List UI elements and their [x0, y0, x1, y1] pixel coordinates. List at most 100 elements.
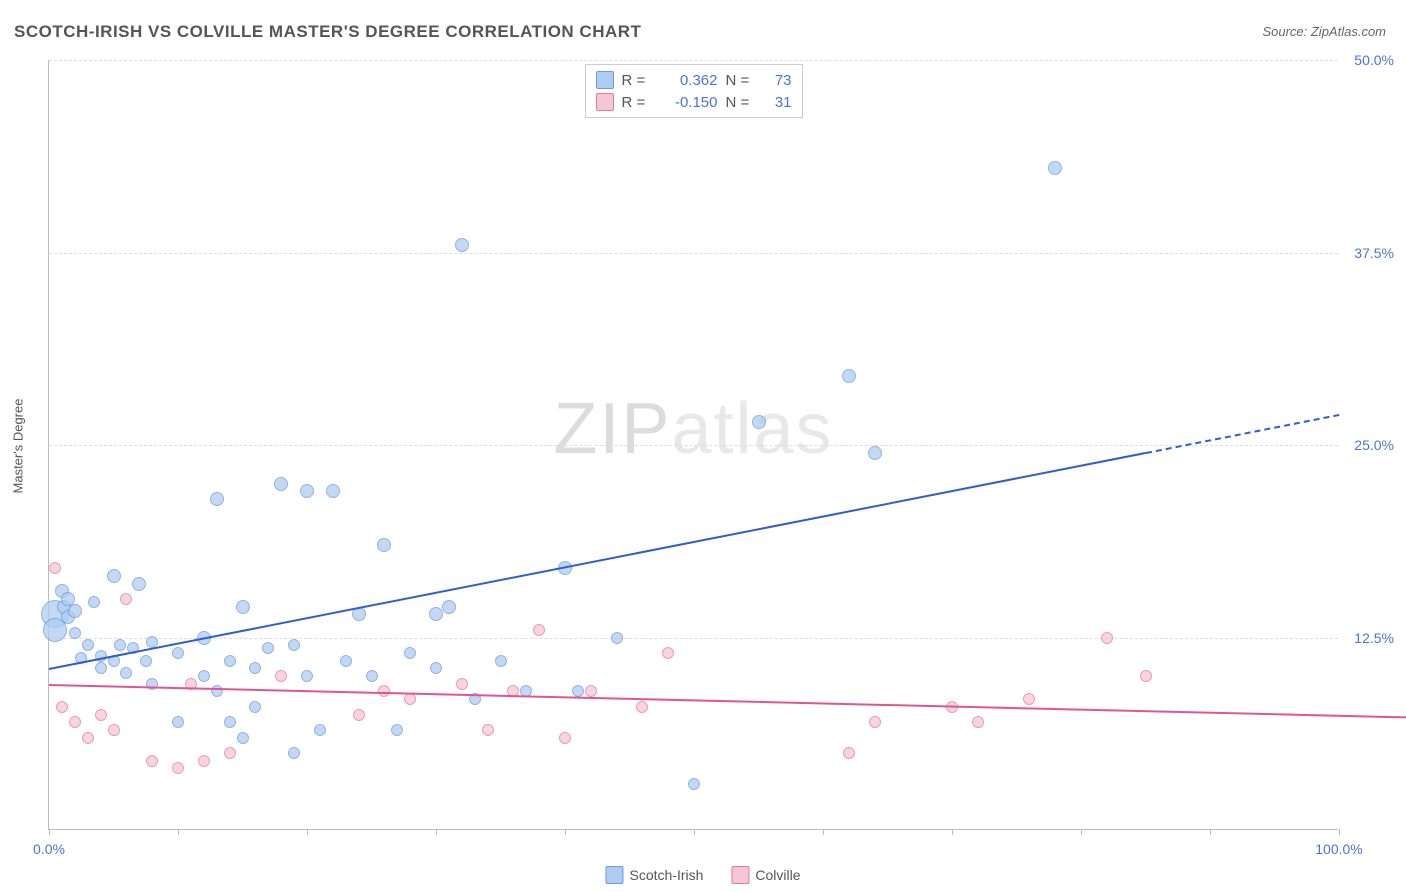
scatter-point: [82, 732, 94, 744]
scatter-point: [495, 655, 507, 667]
scatter-point: [301, 670, 313, 682]
watermark: ZIPatlas: [553, 388, 833, 470]
gridline: [49, 60, 1338, 61]
series-legend: Scotch-Irish Colville: [605, 866, 800, 884]
scatter-point: [340, 655, 352, 667]
scatter-point: [688, 778, 700, 790]
x-tick: [307, 829, 308, 835]
stat-r-label: R =: [622, 94, 650, 111]
x-tick: [1210, 829, 1211, 835]
scatter-point: [326, 484, 340, 498]
x-tick: [1081, 829, 1082, 835]
gridline: [49, 253, 1338, 254]
stat-n-value: 73: [762, 72, 792, 89]
gridline: [49, 445, 1338, 446]
scatter-point: [533, 624, 545, 636]
scatter-point: [869, 716, 881, 728]
scatter-point: [404, 647, 416, 659]
scatter-point: [172, 716, 184, 728]
scatter-point: [224, 747, 236, 759]
scatter-point: [843, 747, 855, 759]
scatter-point: [172, 647, 184, 659]
scatter-point: [636, 701, 648, 713]
scatter-point: [249, 662, 261, 674]
scatter-point: [224, 716, 236, 728]
y-tick-label: 12.5%: [1354, 630, 1394, 646]
gridline: [49, 638, 1338, 639]
x-tick: [436, 829, 437, 835]
legend-label: Scotch-Irish: [629, 867, 703, 883]
scatter-point: [249, 701, 261, 713]
x-tick: [1339, 829, 1340, 835]
y-axis-label: Master's Degree: [11, 399, 26, 494]
y-tick-label: 37.5%: [1354, 245, 1394, 261]
stat-r-value: -0.150: [658, 94, 718, 111]
x-tick: [694, 829, 695, 835]
scatter-point: [224, 655, 236, 667]
stats-row: R = -0.150 N = 31: [596, 91, 792, 113]
y-tick-label: 25.0%: [1354, 437, 1394, 453]
scatter-point: [95, 662, 107, 674]
scatter-point: [56, 701, 68, 713]
x-tick-label: 0.0%: [33, 841, 65, 857]
scatter-point: [146, 755, 158, 767]
scatter-point: [430, 662, 442, 674]
legend-swatch: [731, 866, 749, 884]
scatter-point: [262, 642, 274, 654]
scatter-point: [611, 632, 623, 644]
scatter-point: [132, 577, 146, 591]
scatter-point: [300, 484, 314, 498]
scatter-point: [559, 732, 571, 744]
scatter-point: [456, 678, 468, 690]
scatter-point: [752, 415, 766, 429]
scatter-point: [88, 596, 100, 608]
legend-swatch: [596, 93, 614, 111]
legend-swatch: [605, 866, 623, 884]
scatter-point: [68, 604, 82, 618]
scatter-point: [69, 627, 81, 639]
chart-title: SCOTCH-IRISH VS COLVILLE MASTER'S DEGREE…: [14, 22, 641, 42]
scatter-point: [482, 724, 494, 736]
scatter-point: [377, 538, 391, 552]
legend-label: Colville: [755, 867, 800, 883]
scatter-point: [353, 709, 365, 721]
scatter-point: [140, 655, 152, 667]
scatter-point: [107, 569, 121, 583]
x-tick: [565, 829, 566, 835]
scatter-point: [868, 446, 882, 460]
scatter-point: [662, 647, 674, 659]
scatter-point: [366, 670, 378, 682]
scatter-point: [69, 716, 81, 728]
legend-swatch: [596, 71, 614, 89]
x-tick: [178, 829, 179, 835]
scatter-point: [391, 724, 403, 736]
scatter-point: [49, 562, 61, 574]
scatter-point: [429, 607, 443, 621]
x-tick: [49, 829, 50, 835]
scatter-point: [120, 667, 132, 679]
scatter-point: [842, 369, 856, 383]
scatter-point: [1140, 670, 1152, 682]
scatter-point: [442, 600, 456, 614]
scatter-point: [108, 724, 120, 736]
stat-n-value: 31: [762, 94, 792, 111]
scatter-point: [237, 732, 249, 744]
legend-item: Scotch-Irish: [605, 866, 703, 884]
trendline: [49, 684, 1406, 748]
scatter-point: [1023, 693, 1035, 705]
y-tick-label: 50.0%: [1354, 52, 1394, 68]
x-tick-label: 100.0%: [1315, 841, 1362, 857]
scatter-point: [172, 762, 184, 774]
stat-n-label: N =: [726, 94, 754, 111]
scatter-point: [1101, 632, 1113, 644]
legend-item: Colville: [731, 866, 800, 884]
scatter-point: [288, 747, 300, 759]
scatter-point: [82, 639, 94, 651]
x-tick: [952, 829, 953, 835]
plot-area: ZIPatlas 12.5%25.0%37.5%50.0% 0.0%100.0%…: [48, 60, 1338, 830]
stat-n-label: N =: [726, 72, 754, 89]
stats-legend: R =0.362N =73R =-0.150N =31: [585, 64, 803, 118]
scatter-point: [210, 492, 224, 506]
scatter-point: [114, 639, 126, 651]
scatter-point: [275, 670, 287, 682]
